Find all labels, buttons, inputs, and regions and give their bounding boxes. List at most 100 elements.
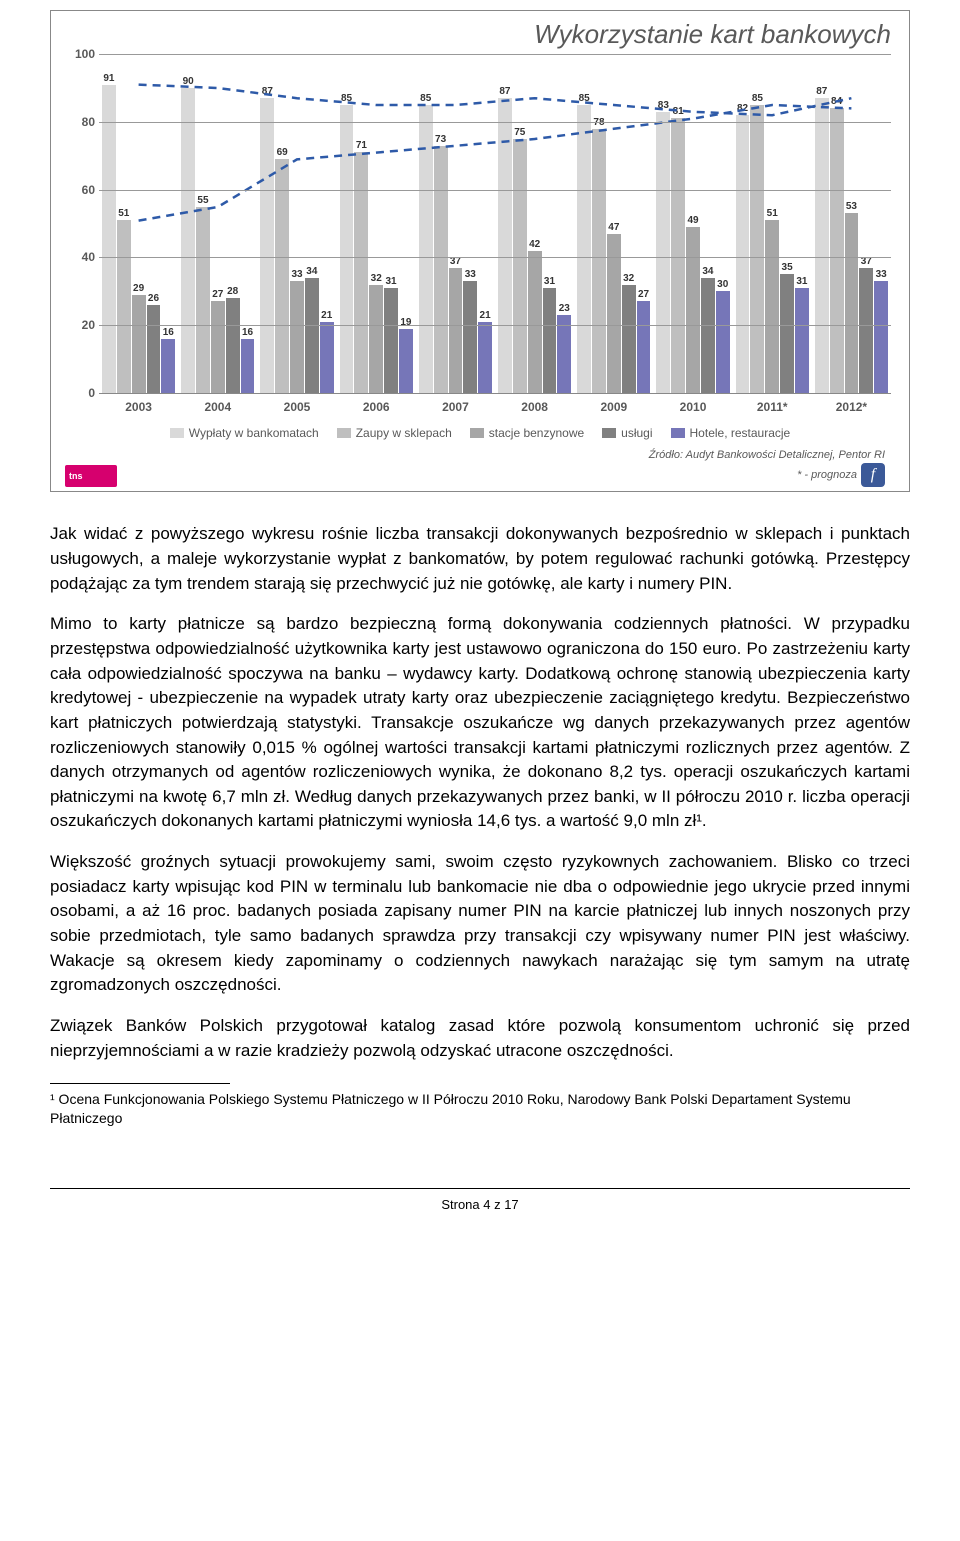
gridline (99, 122, 891, 123)
bar: 69 (275, 159, 289, 393)
legend-swatch (337, 428, 351, 438)
bar: 27 (637, 301, 651, 393)
bar: 29 (132, 295, 146, 393)
fb-icon: f (861, 463, 885, 487)
chart-source: Źródło: Audyt Bankowości Detalicznej, Pe… (649, 448, 895, 487)
bar: 51 (117, 220, 131, 393)
bar: 21 (478, 322, 492, 393)
x-tick-label: 2009 (574, 394, 653, 414)
bar-value-label: 69 (277, 147, 288, 158)
bar-value-label: 27 (212, 289, 223, 300)
bar-value-label: 31 (796, 276, 807, 287)
bar: 33 (290, 281, 304, 393)
bar-group: 8571323119 (337, 54, 416, 393)
bar-value-label: 73 (435, 134, 446, 145)
gridline (99, 54, 891, 55)
bar: 87 (260, 98, 274, 393)
bar-value-label: 35 (782, 262, 793, 273)
legend-item: Zaupy w sklepach (337, 426, 452, 440)
paragraph: Jak widać z powyższego wykresu rośnie li… (50, 522, 910, 596)
bar-value-label: 42 (529, 239, 540, 250)
legend-label: Hotele, restauracje (690, 426, 791, 440)
bar-value-label: 90 (183, 76, 194, 87)
bar: 34 (305, 278, 319, 393)
bar-value-label: 34 (306, 266, 317, 277)
bar-value-label: 33 (291, 269, 302, 280)
x-tick-label: 2004 (178, 394, 257, 414)
x-tick-label: 2011* (733, 394, 812, 414)
legend-item: usługi (602, 426, 652, 440)
bar: 19 (399, 329, 413, 393)
bar-value-label: 33 (876, 269, 887, 280)
y-tick: 20 (82, 318, 95, 332)
bar-value-label: 71 (356, 140, 367, 151)
bar-value-label: 34 (702, 266, 713, 277)
chart-legend: Wypłaty w bankomatach Zaupy w sklepach sta… (59, 414, 901, 446)
x-tick-label: 2006 (337, 394, 416, 414)
bar: 31 (543, 288, 557, 393)
chart-y-axis: 020406080100 (64, 54, 99, 393)
bar-value-label: 23 (559, 303, 570, 314)
legend-label: Zaupy w sklepach (356, 426, 452, 440)
bar-value-label: 30 (717, 279, 728, 290)
bar-group: 8573373321 (416, 54, 495, 393)
paragraph: Mimo to karty płatnicze są bardzo bezpie… (50, 612, 910, 834)
bar-group: 8381493430 (653, 54, 732, 393)
bar: 84 (830, 108, 844, 393)
bar-group: 877542 3123 (495, 54, 574, 393)
x-tick-label: 2008 (495, 394, 574, 414)
bar: 31 (384, 288, 398, 393)
paragraph: Związek Banków Polskich przygotował kata… (50, 1014, 910, 1063)
bar: 85 (750, 105, 764, 393)
bar: 27 (211, 301, 225, 393)
bar: 81 (671, 118, 685, 393)
y-tick: 0 (88, 386, 95, 400)
bar: 26 (147, 305, 161, 393)
bar: 75 (513, 139, 527, 393)
bar-value-label: 29 (133, 283, 144, 294)
bar: 35 (780, 274, 794, 393)
page-number: Strona 4 z 17 (0, 1197, 960, 1232)
bar: 82 (736, 115, 750, 393)
bar: 85 (340, 105, 354, 393)
bar: 85 (419, 105, 433, 393)
bar-group: 8769333421 (257, 54, 336, 393)
bar: 71 (354, 152, 368, 393)
bar-value-label: 85 (752, 93, 763, 104)
bar: 91 (102, 85, 116, 393)
x-tick-label: 2007 (416, 394, 495, 414)
bar-value-label: 47 (608, 222, 619, 233)
bar-value-label: 16 (163, 327, 174, 338)
bar-value-label: 28 (227, 286, 238, 297)
bar-value-label: 21 (321, 310, 332, 321)
bar: 37 (859, 268, 873, 393)
bar: 37 (449, 268, 463, 393)
legend-item: Wypłaty w bankomatach (170, 426, 319, 440)
bar: 31 (795, 288, 809, 393)
bar-value-label: 16 (242, 327, 253, 338)
bar: 87 (498, 98, 512, 393)
page-separator (50, 1188, 910, 1189)
chart-footer-row: tns Źródło: Audyt Bankowości Detalicznej… (59, 446, 901, 487)
bar-value-label: 85 (420, 93, 431, 104)
bar-value-label: 51 (118, 208, 129, 219)
bar-value-label: 21 (480, 310, 491, 321)
bar-group: 8285513531 (733, 54, 812, 393)
y-tick: 80 (82, 115, 95, 129)
bar: 83 (656, 112, 670, 393)
chart-plot-area: 020406080100 915129261690552728168769333… (99, 54, 891, 394)
bar-value-label: 27 (638, 289, 649, 300)
chart-note-line: * - prognozaf (649, 463, 885, 487)
gridline (99, 325, 891, 326)
bar: 55 (196, 207, 210, 393)
bar: 16 (241, 339, 255, 393)
gridline (99, 190, 891, 191)
chart-source-text: Źródło: Audyt Bankowości Detalicznej, Pe… (649, 448, 885, 463)
bar-value-label: 85 (341, 93, 352, 104)
bar-value-label: 82 (737, 103, 748, 114)
bar: 32 (622, 285, 636, 393)
bar-group: 8578473227 (574, 54, 653, 393)
bar-value-label: 85 (579, 93, 590, 104)
bar-value-label: 31 (386, 276, 397, 287)
legend-label: stacje benzynowe (489, 426, 584, 440)
